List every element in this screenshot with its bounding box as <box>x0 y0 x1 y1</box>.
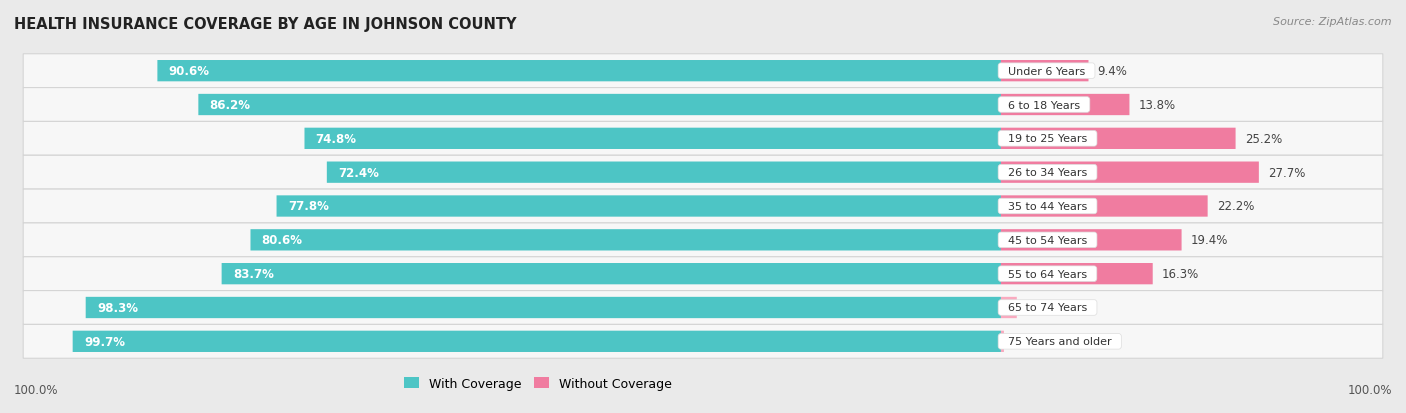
FancyBboxPatch shape <box>305 128 1001 150</box>
FancyBboxPatch shape <box>22 88 1384 122</box>
Text: Under 6 Years: Under 6 Years <box>1001 66 1092 76</box>
FancyBboxPatch shape <box>22 190 1384 223</box>
Text: 77.8%: 77.8% <box>288 200 329 213</box>
FancyBboxPatch shape <box>22 223 1384 257</box>
FancyBboxPatch shape <box>1001 61 1088 82</box>
FancyBboxPatch shape <box>1001 297 1017 318</box>
Text: 22.2%: 22.2% <box>1218 200 1254 213</box>
Legend: With Coverage, Without Coverage: With Coverage, Without Coverage <box>399 372 676 395</box>
FancyBboxPatch shape <box>22 156 1384 190</box>
FancyBboxPatch shape <box>22 257 1384 291</box>
Text: 16.3%: 16.3% <box>1161 268 1199 280</box>
Text: 1.7%: 1.7% <box>1026 301 1056 314</box>
Text: 55 to 64 Years: 55 to 64 Years <box>1001 269 1094 279</box>
FancyBboxPatch shape <box>1001 95 1129 116</box>
FancyBboxPatch shape <box>250 230 1001 251</box>
FancyBboxPatch shape <box>198 95 1001 116</box>
Text: 83.7%: 83.7% <box>233 268 274 280</box>
Text: Source: ZipAtlas.com: Source: ZipAtlas.com <box>1274 17 1392 26</box>
Text: 65 to 74 Years: 65 to 74 Years <box>1001 303 1094 313</box>
Text: 19 to 25 Years: 19 to 25 Years <box>1001 134 1094 144</box>
Text: 35 to 44 Years: 35 to 44 Years <box>1001 202 1094 211</box>
FancyBboxPatch shape <box>1001 331 1004 352</box>
Text: 6 to 18 Years: 6 to 18 Years <box>1001 100 1087 110</box>
FancyBboxPatch shape <box>222 263 1001 285</box>
Text: 74.8%: 74.8% <box>316 133 357 145</box>
FancyBboxPatch shape <box>1001 230 1181 251</box>
Text: 19.4%: 19.4% <box>1191 234 1229 247</box>
FancyBboxPatch shape <box>1001 263 1153 285</box>
Text: 9.4%: 9.4% <box>1098 65 1128 78</box>
Text: 80.6%: 80.6% <box>262 234 302 247</box>
Text: 90.6%: 90.6% <box>169 65 209 78</box>
FancyBboxPatch shape <box>22 55 1384 88</box>
Text: 72.4%: 72.4% <box>337 166 380 179</box>
FancyBboxPatch shape <box>86 297 1001 318</box>
Text: 26 to 34 Years: 26 to 34 Years <box>1001 168 1094 178</box>
Text: 0.32%: 0.32% <box>1014 335 1050 348</box>
FancyBboxPatch shape <box>73 331 1001 352</box>
FancyBboxPatch shape <box>326 162 1001 183</box>
Text: 98.3%: 98.3% <box>97 301 138 314</box>
Text: 75 Years and older: 75 Years and older <box>1001 337 1119 347</box>
Text: 25.2%: 25.2% <box>1244 133 1282 145</box>
FancyBboxPatch shape <box>22 291 1384 325</box>
Text: 13.8%: 13.8% <box>1139 99 1175 112</box>
Text: HEALTH INSURANCE COVERAGE BY AGE IN JOHNSON COUNTY: HEALTH INSURANCE COVERAGE BY AGE IN JOHN… <box>14 17 516 31</box>
FancyBboxPatch shape <box>1001 196 1208 217</box>
FancyBboxPatch shape <box>157 61 1001 82</box>
Text: 27.7%: 27.7% <box>1268 166 1306 179</box>
Text: 99.7%: 99.7% <box>84 335 125 348</box>
FancyBboxPatch shape <box>22 325 1384 358</box>
Text: 86.2%: 86.2% <box>209 99 250 112</box>
FancyBboxPatch shape <box>1001 162 1258 183</box>
FancyBboxPatch shape <box>22 122 1384 156</box>
Text: 100.0%: 100.0% <box>1347 384 1392 396</box>
Text: 45 to 54 Years: 45 to 54 Years <box>1001 235 1094 245</box>
FancyBboxPatch shape <box>277 196 1001 217</box>
Text: 100.0%: 100.0% <box>14 384 59 396</box>
FancyBboxPatch shape <box>1001 128 1236 150</box>
